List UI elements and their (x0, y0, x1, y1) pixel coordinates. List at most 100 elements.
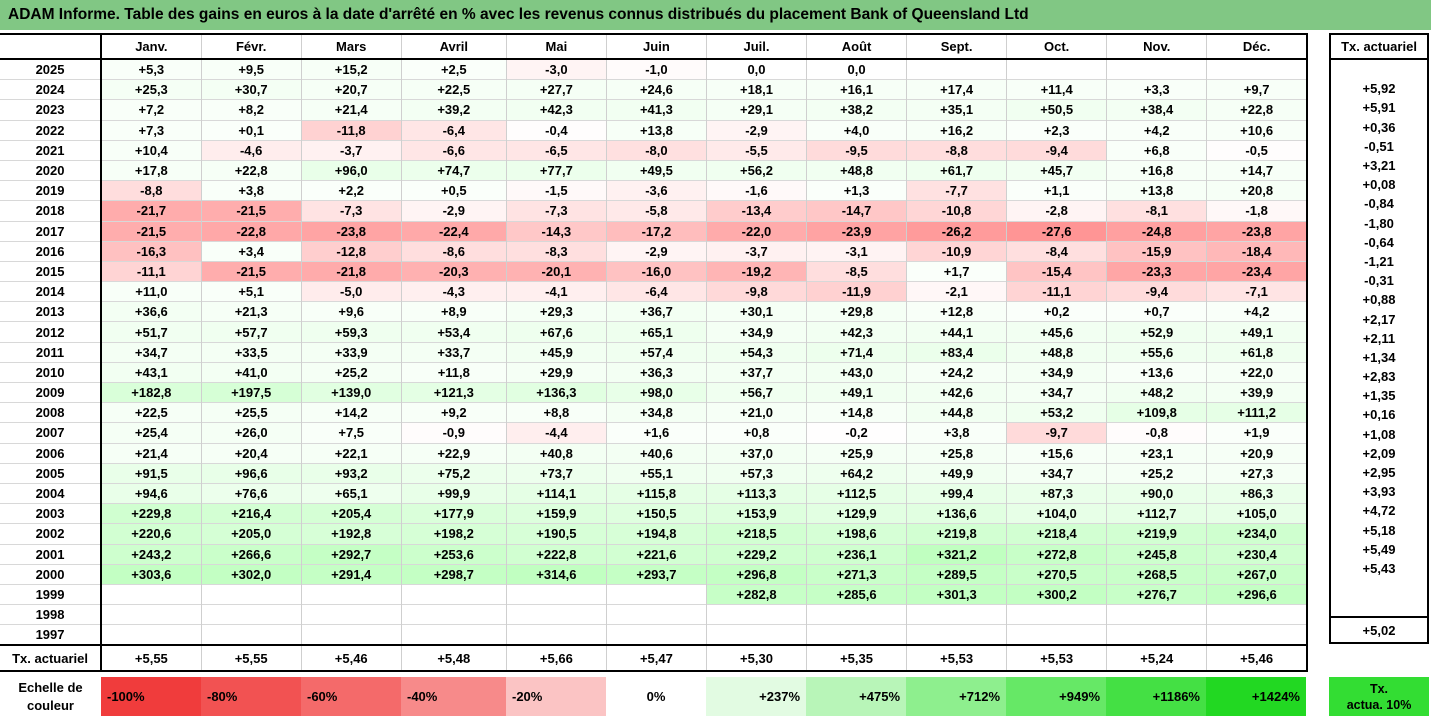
gain-cell: +38,2 (806, 99, 907, 121)
gain-cell: -15,9 (1106, 240, 1207, 262)
gain-cell: +51,7 (100, 321, 202, 343)
footer-row: Tx. actuariel +5,55 +5,55 +5,46 +5,48 +5,66 +5… (0, 644, 1309, 673)
color-scale-swatch: +949% (1006, 677, 1106, 716)
gain-cell: -14,3 (505, 220, 607, 242)
gain-cell: -16,3 (100, 240, 202, 262)
gain-cell: +37,0 (705, 442, 807, 464)
gain-cell: +50,5 (1006, 99, 1107, 121)
gain-cell: +29,9 (505, 361, 607, 383)
year-label: 2008 (0, 402, 102, 423)
gain-cell: +40,6 (605, 442, 707, 464)
gain-cell (400, 624, 507, 646)
gain-cell: -7,7 (906, 180, 1007, 201)
gain-cell: +22,9 (400, 442, 507, 464)
gain-cell: -0,9 (400, 422, 507, 444)
gain-cell: +98,0 (605, 381, 707, 403)
gain-cell: +21,3 (200, 301, 302, 322)
gain-cell: +198,2 (400, 523, 507, 544)
gain-cell: +99,9 (400, 482, 507, 504)
gain-cell: -23,3 (1106, 260, 1207, 282)
table-row: 2020 +17,8 +22,8 +96,0 +74,7 +77,7 +49,5 +56,2 +… (0, 159, 1309, 181)
gain-cell: -7,3 (505, 200, 607, 221)
gain-cell (906, 58, 1007, 80)
gain-cell: +9,5 (200, 58, 302, 80)
gain-cell: +270,5 (1006, 563, 1107, 585)
gain-cell (505, 604, 607, 625)
gain-cell: -11,9 (806, 281, 907, 302)
gain-cell (505, 583, 607, 605)
gain-cell: +40,8 (505, 442, 607, 464)
gain-cell: +218,5 (705, 523, 807, 544)
gain-cell: +57,7 (200, 321, 302, 343)
gain-cell: +11,0 (100, 281, 202, 302)
gain-cell: +4,2 (1206, 301, 1309, 322)
gain-cell: +3,8 (906, 422, 1007, 444)
gain-cell: -6,6 (400, 139, 507, 161)
gain-cell: -22,0 (705, 220, 807, 242)
gain-cell: +296,8 (705, 563, 807, 585)
gain-cell: -0,8 (1106, 422, 1207, 444)
gain-cell: +75,2 (400, 462, 507, 484)
gain-cell: -21,7 (100, 200, 202, 221)
gain-cell: -6,5 (505, 139, 607, 161)
footer-rate-cell: +5,24 (1106, 644, 1207, 673)
gain-cell: +105,0 (1206, 503, 1309, 524)
gain-cell: -20,1 (505, 260, 607, 282)
gain-cell: +35,1 (906, 99, 1007, 121)
gain-cell: +45,9 (505, 341, 607, 363)
footer-rate-cell: +5,53 (1006, 644, 1107, 673)
gain-cell: +11,4 (1006, 79, 1107, 100)
gain-cell: +267,0 (1206, 563, 1309, 585)
side-footer-rate: +5,02 (1329, 616, 1429, 645)
gain-cell: +29,8 (806, 301, 907, 322)
table-row: 2017 -21,5 -22,8 -23,8 -22,4 -14,3 -17,2 -22,0-… (0, 220, 1309, 242)
year-label: 2002 (0, 523, 102, 544)
gain-cell: -5,5 (705, 139, 807, 161)
month-header: Juin (605, 33, 707, 60)
year-label: 2005 (0, 462, 102, 484)
gain-cell: +0,5 (400, 180, 507, 201)
table-row: 2002 +220,6 +205,0 +192,8 +198,2 +190,5 +194,8… (0, 523, 1309, 544)
gain-cell: -0,4 (505, 119, 607, 141)
table-row: 2019 -8,8 +3,8 +2,2 +0,5 -1,5 -3,6 -1,6 +1,3 -7,7… (0, 180, 1309, 201)
gain-cell: +136,3 (505, 381, 607, 403)
gain-cell: +276,7 (1106, 583, 1207, 605)
gain-cell: +25,2 (1106, 462, 1207, 484)
gain-cell: -0,2 (806, 422, 907, 444)
gain-cell: +67,6 (505, 321, 607, 343)
footer-rate-cell: +5,55 (100, 644, 202, 673)
color-scale-label-line2: couleur (27, 697, 74, 713)
year-label: 2013 (0, 301, 102, 322)
gain-cell: +27,7 (505, 79, 607, 100)
gain-cell: +23,1 (1106, 442, 1207, 464)
month-header: Juil. (705, 33, 807, 60)
gain-cell: -16,0 (605, 260, 707, 282)
year-label: 2012 (0, 321, 102, 343)
gain-cell: +26,0 (200, 422, 302, 444)
gain-cell: +4,0 (806, 119, 907, 141)
gain-cell: +39,2 (400, 99, 507, 121)
year-label: 2024 (0, 79, 102, 100)
gain-cell: -6,4 (400, 119, 507, 141)
gain-cell: +15,2 (300, 58, 402, 80)
actuarial-rate-table: Tx. actuariel +5,92 +5,91 +0,36 -0,51 +3,21 +0… (1329, 33, 1429, 645)
gain-cell: +61,7 (906, 159, 1007, 181)
gain-cell: +271,3 (806, 563, 907, 585)
gain-cell: +54,3 (705, 341, 807, 363)
gain-cell: +71,4 (806, 341, 907, 363)
year-label: 2014 (0, 281, 102, 302)
gain-cell: +112,7 (1106, 503, 1207, 524)
gain-cell: -9,4 (1006, 139, 1107, 161)
side-rate-cell (1329, 597, 1429, 618)
gain-cell: +136,6 (906, 503, 1007, 524)
year-header-cell (0, 33, 102, 60)
year-label: 2015 (0, 260, 102, 282)
gain-cell: +53,2 (1006, 402, 1107, 423)
side-rate-cell: +0,88 (1329, 290, 1429, 310)
gain-cell: +16,1 (806, 79, 907, 100)
gain-cell: +129,9 (806, 503, 907, 524)
side-rate-cell: +3,21 (1329, 155, 1429, 176)
gain-cell: +229,8 (100, 503, 202, 524)
gain-cell (200, 624, 302, 646)
gain-cell: +3,8 (200, 180, 302, 201)
